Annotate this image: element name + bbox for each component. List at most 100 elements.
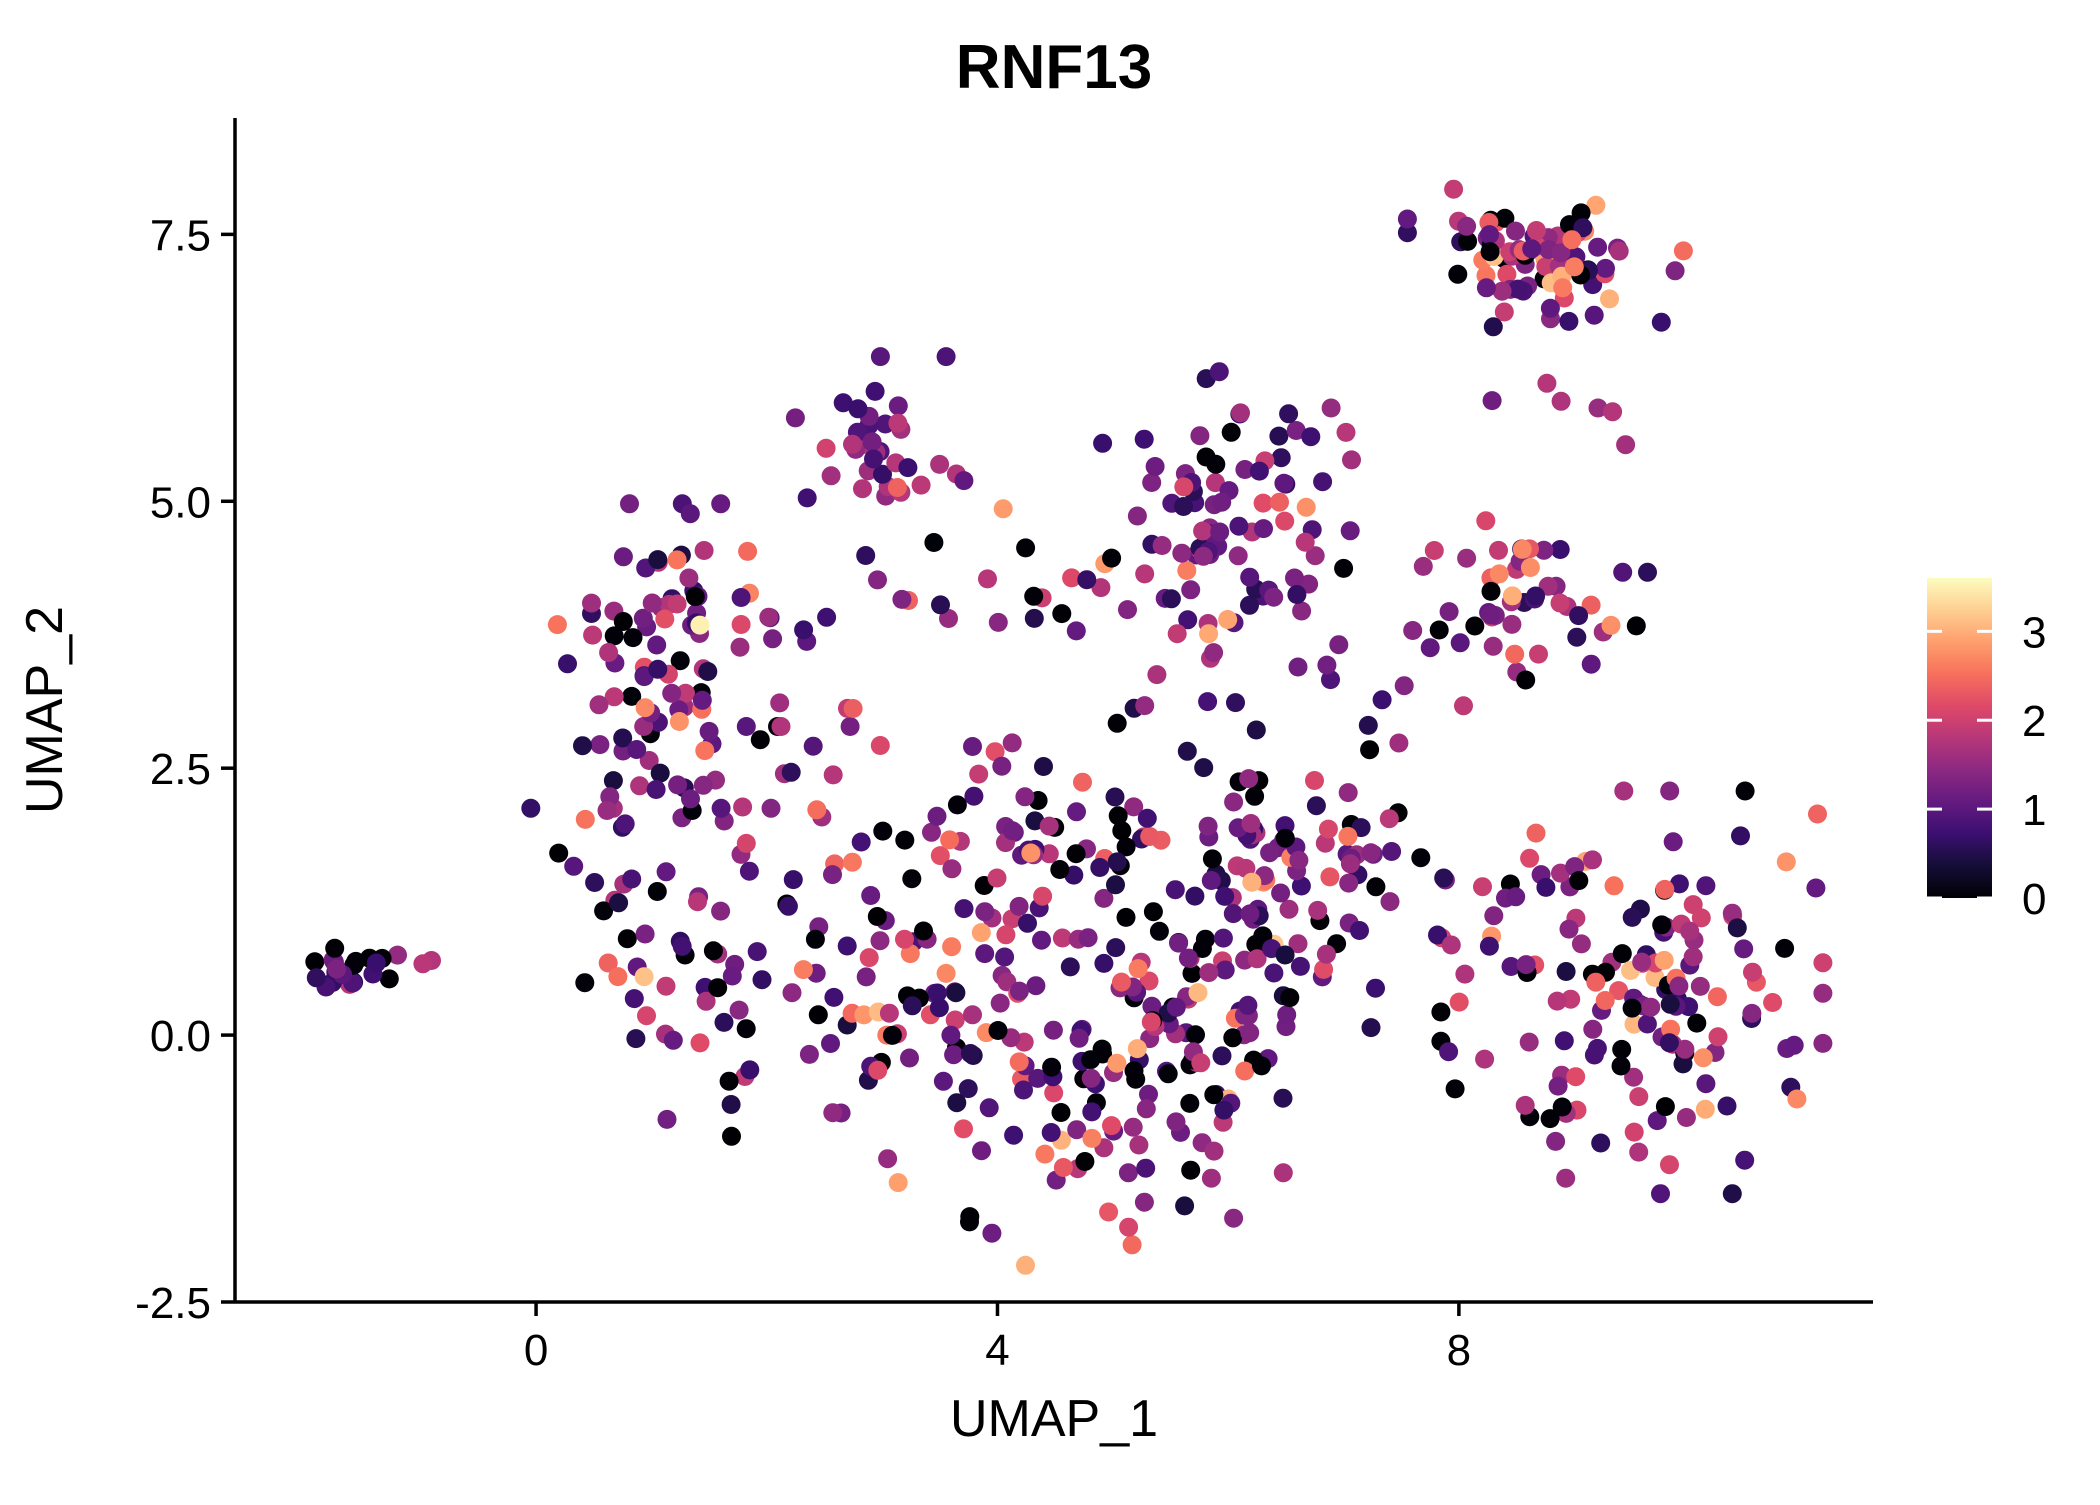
data-point: [1215, 886, 1235, 906]
data-point: [856, 546, 876, 565]
data-point: [964, 786, 984, 806]
data-point: [1683, 947, 1703, 967]
data-point: [608, 967, 628, 987]
data-point: [1043, 1020, 1063, 1040]
data-point: [1201, 1168, 1221, 1188]
data-point: [1497, 264, 1517, 284]
data-point: [900, 1048, 919, 1068]
data-point: [1172, 543, 1192, 563]
data-point: [656, 862, 676, 882]
data-point: [1559, 919, 1579, 939]
data-point: [969, 764, 989, 784]
data-point: [940, 830, 960, 850]
data-point: [864, 449, 883, 469]
data-point: [927, 806, 947, 826]
data-point: [1118, 1163, 1138, 1183]
data-point: [1665, 261, 1685, 281]
data-point: [1052, 928, 1072, 948]
data-point: [879, 1003, 899, 1023]
data-point: [1042, 1057, 1062, 1077]
data-point: [799, 1044, 819, 1064]
data-point: [990, 993, 1010, 1013]
y-tick-label: 7.5: [150, 211, 211, 260]
data-point: [1696, 876, 1716, 896]
data-point: [1502, 586, 1522, 606]
data-point: [306, 968, 326, 988]
data-point: [1135, 564, 1155, 584]
data-point: [1093, 433, 1113, 453]
data-point: [1654, 950, 1674, 970]
data-point: [1175, 1196, 1195, 1216]
data-point: [1551, 243, 1571, 263]
data-point: [1192, 939, 1212, 958]
data-point: [929, 998, 949, 1018]
data-point: [1177, 561, 1197, 580]
data-point: [1547, 991, 1567, 1011]
data-point: [823, 765, 843, 785]
data-point: [388, 945, 407, 965]
data-point: [603, 771, 623, 791]
data-point: [1240, 595, 1259, 615]
data-point: [670, 651, 690, 671]
data-point: [1094, 888, 1114, 908]
data-point: [1287, 585, 1307, 604]
data-point: [851, 832, 871, 852]
data-point: [1687, 1013, 1707, 1033]
data-point: [1673, 1054, 1693, 1074]
data-point: [1033, 886, 1053, 906]
data-point: [609, 893, 629, 913]
data-point: [1082, 1102, 1102, 1122]
data-point: [1090, 858, 1110, 877]
data-point: [1403, 621, 1423, 640]
data-point: [781, 762, 801, 782]
data-point: [1050, 860, 1070, 879]
data-point: [696, 991, 716, 1011]
data-point: [1066, 844, 1086, 864]
data-point: [1152, 536, 1172, 555]
data-point: [1122, 1235, 1142, 1255]
expression-colorbar: 0 1 2 3: [1927, 578, 2046, 924]
data-point: [1212, 492, 1232, 512]
y-tick-label: 0.0: [150, 1012, 211, 1061]
data-point: [958, 1079, 978, 1099]
data-point: [1428, 925, 1447, 945]
colorbar-tick-label: 1: [2022, 786, 2046, 835]
data-point: [1108, 806, 1128, 826]
data-point: [1169, 933, 1189, 953]
data-point: [1082, 1128, 1102, 1148]
data-point: [1389, 733, 1409, 753]
data-point: [1226, 693, 1245, 713]
data-point: [873, 821, 893, 841]
data-point: [1350, 921, 1369, 940]
data-point: [1336, 422, 1356, 442]
data-point: [1218, 610, 1238, 629]
data-point: [1253, 493, 1273, 513]
data-point: [862, 432, 882, 452]
data-point: [1221, 422, 1241, 442]
data-point: [1201, 871, 1221, 890]
data-point: [1182, 963, 1202, 983]
data-point: [1534, 540, 1554, 560]
data-point: [1647, 1111, 1667, 1131]
data-point: [803, 736, 823, 756]
data-point: [1502, 614, 1522, 634]
data-point: [1457, 548, 1477, 568]
data-point: [690, 615, 710, 635]
data-point: [785, 408, 805, 428]
data-point: [1204, 643, 1224, 663]
data-point: [1161, 589, 1181, 609]
data-point: [782, 983, 802, 1003]
data-point: [693, 775, 713, 795]
data-point: [898, 458, 918, 478]
data-point: [1554, 1031, 1574, 1051]
colorbar-gradient: [1927, 578, 1992, 898]
data-point: [1660, 994, 1680, 1014]
data-point: [975, 944, 995, 964]
data-point: [708, 978, 728, 998]
data-point: [1107, 1053, 1127, 1073]
data-point: [954, 471, 974, 491]
data-point: [327, 959, 347, 979]
data-point: [1158, 1064, 1178, 1084]
data-point: [870, 347, 890, 367]
